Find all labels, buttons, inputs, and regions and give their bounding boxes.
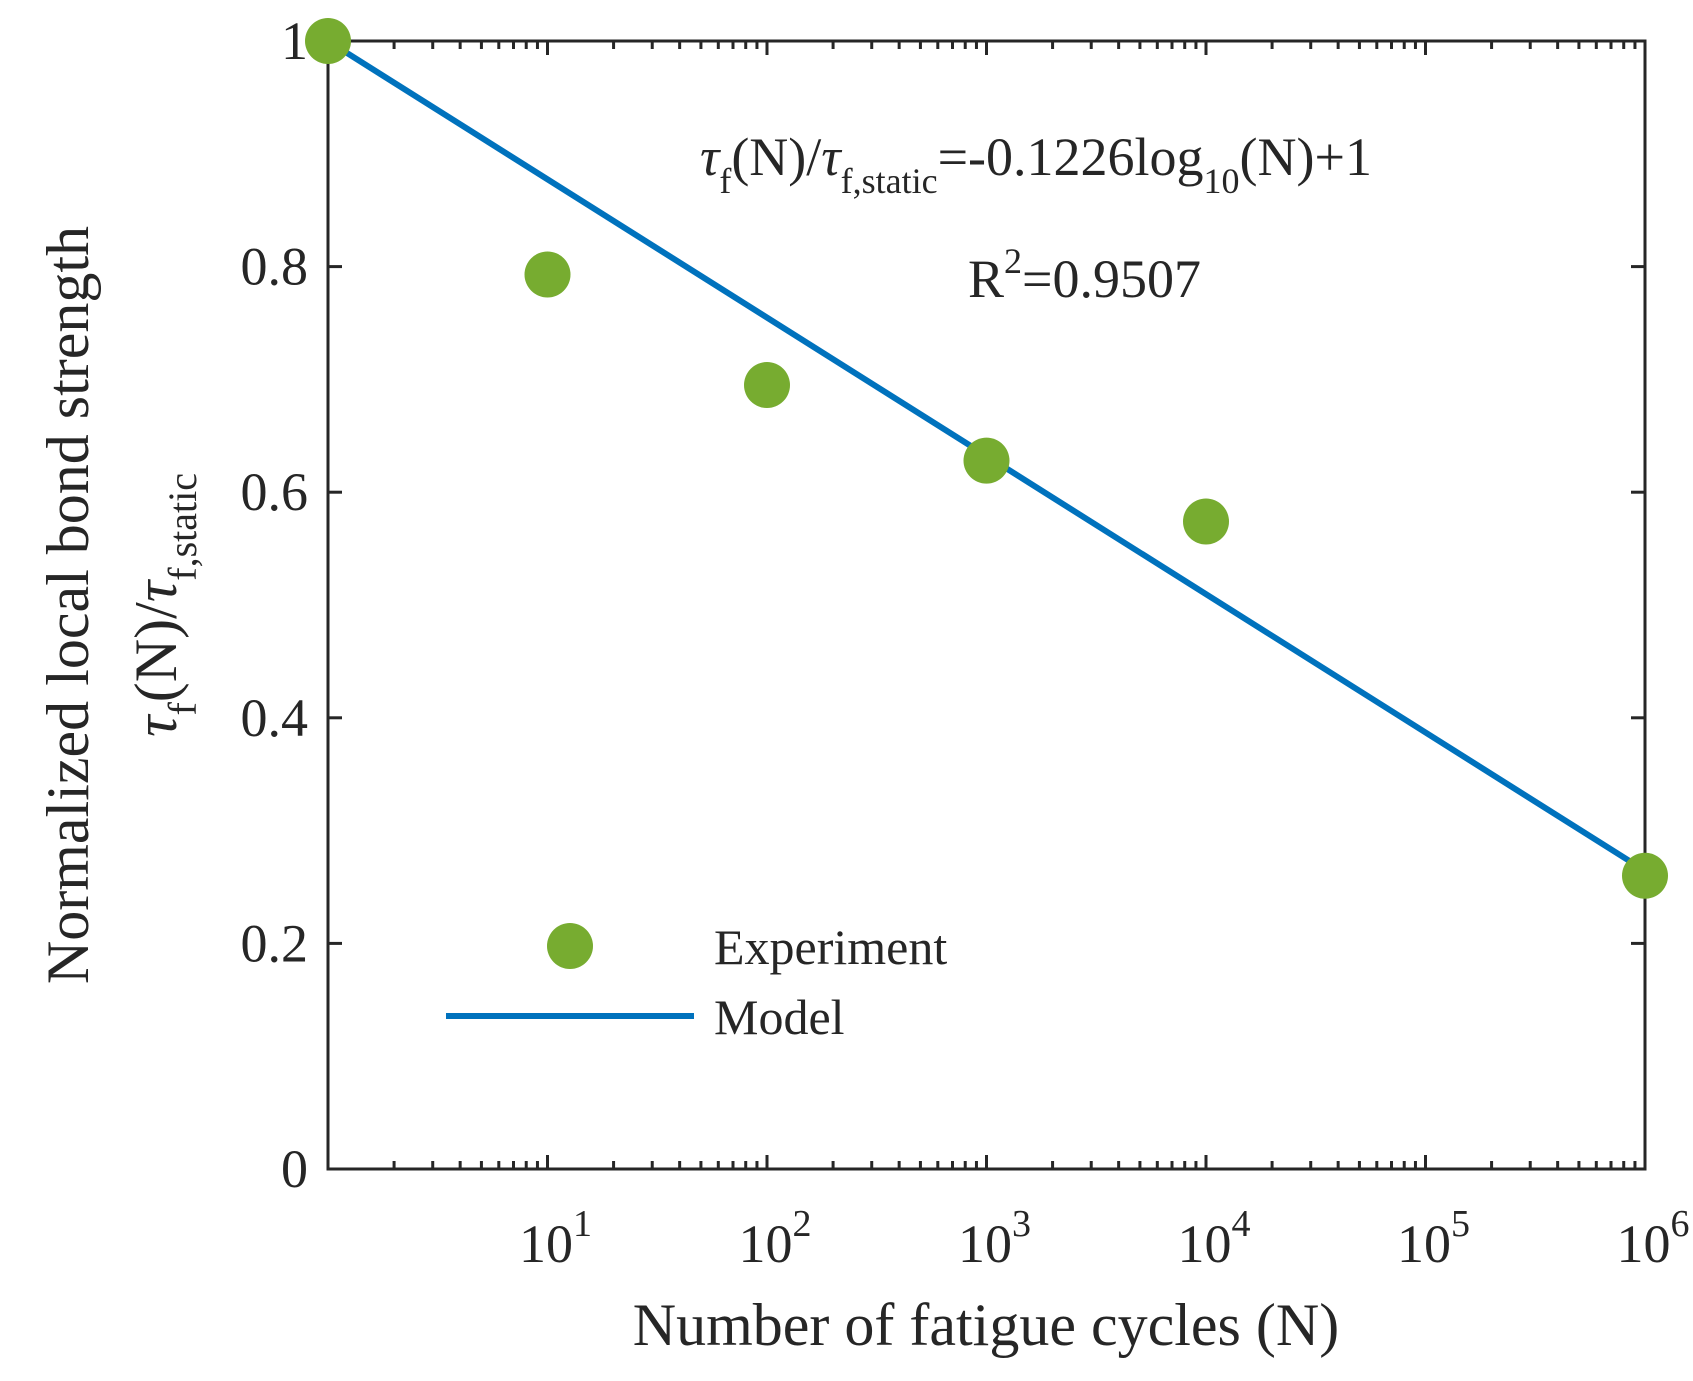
y-tick-labels: 0 0.2 0.4 0.6 0.8 1 xyxy=(241,11,309,1199)
x-axis-title: Number of fatigue cycles (N) xyxy=(633,1292,1339,1358)
legend-experiment-label: Experiment xyxy=(714,919,947,975)
y-axis-title-line2: τf(N)/τf,static xyxy=(123,473,205,737)
plot-area xyxy=(326,39,1647,1171)
experiment-points xyxy=(305,18,1668,899)
y-tick-label: 0.4 xyxy=(241,688,309,748)
experiment-point xyxy=(524,251,571,298)
x-tick-label-0: 101 xyxy=(519,1203,592,1274)
r-squared-annotation: R2=0.9507 xyxy=(968,241,1201,309)
equation-annotation: τf(N)/τf,static=-0.1226log10(N)+1 xyxy=(700,127,1372,201)
legend: Experiment Model xyxy=(446,919,947,1045)
experiment-point xyxy=(305,18,351,64)
x-tick-label-1: 102 xyxy=(739,1203,812,1274)
experiment-point xyxy=(1183,498,1229,545)
y-axis-title-line1: Normalized local bond strength xyxy=(35,226,101,984)
x-tick-labels: 101 102 103 104 105 106 xyxy=(519,1203,1690,1274)
x-tick-label-4: 105 xyxy=(1397,1203,1470,1274)
x-tick-label-3: 104 xyxy=(1178,1203,1251,1274)
y-tick-label: 0 xyxy=(281,1139,308,1199)
legend-experiment-marker xyxy=(547,923,593,969)
tick-marks xyxy=(326,39,1645,1171)
experiment-point xyxy=(1622,852,1668,899)
experiment-point xyxy=(963,437,1010,484)
x-tick-label-2: 103 xyxy=(958,1203,1031,1274)
y-tick-label: 0.2 xyxy=(241,913,309,973)
x-tick-label-5: 106 xyxy=(1617,1203,1690,1274)
y-tick-label: 0.6 xyxy=(241,462,309,522)
legend-model-label: Model xyxy=(714,989,845,1045)
y-tick-label: 0.8 xyxy=(241,237,309,297)
experiment-point xyxy=(744,362,790,409)
y-tick-label: 1 xyxy=(281,11,308,71)
